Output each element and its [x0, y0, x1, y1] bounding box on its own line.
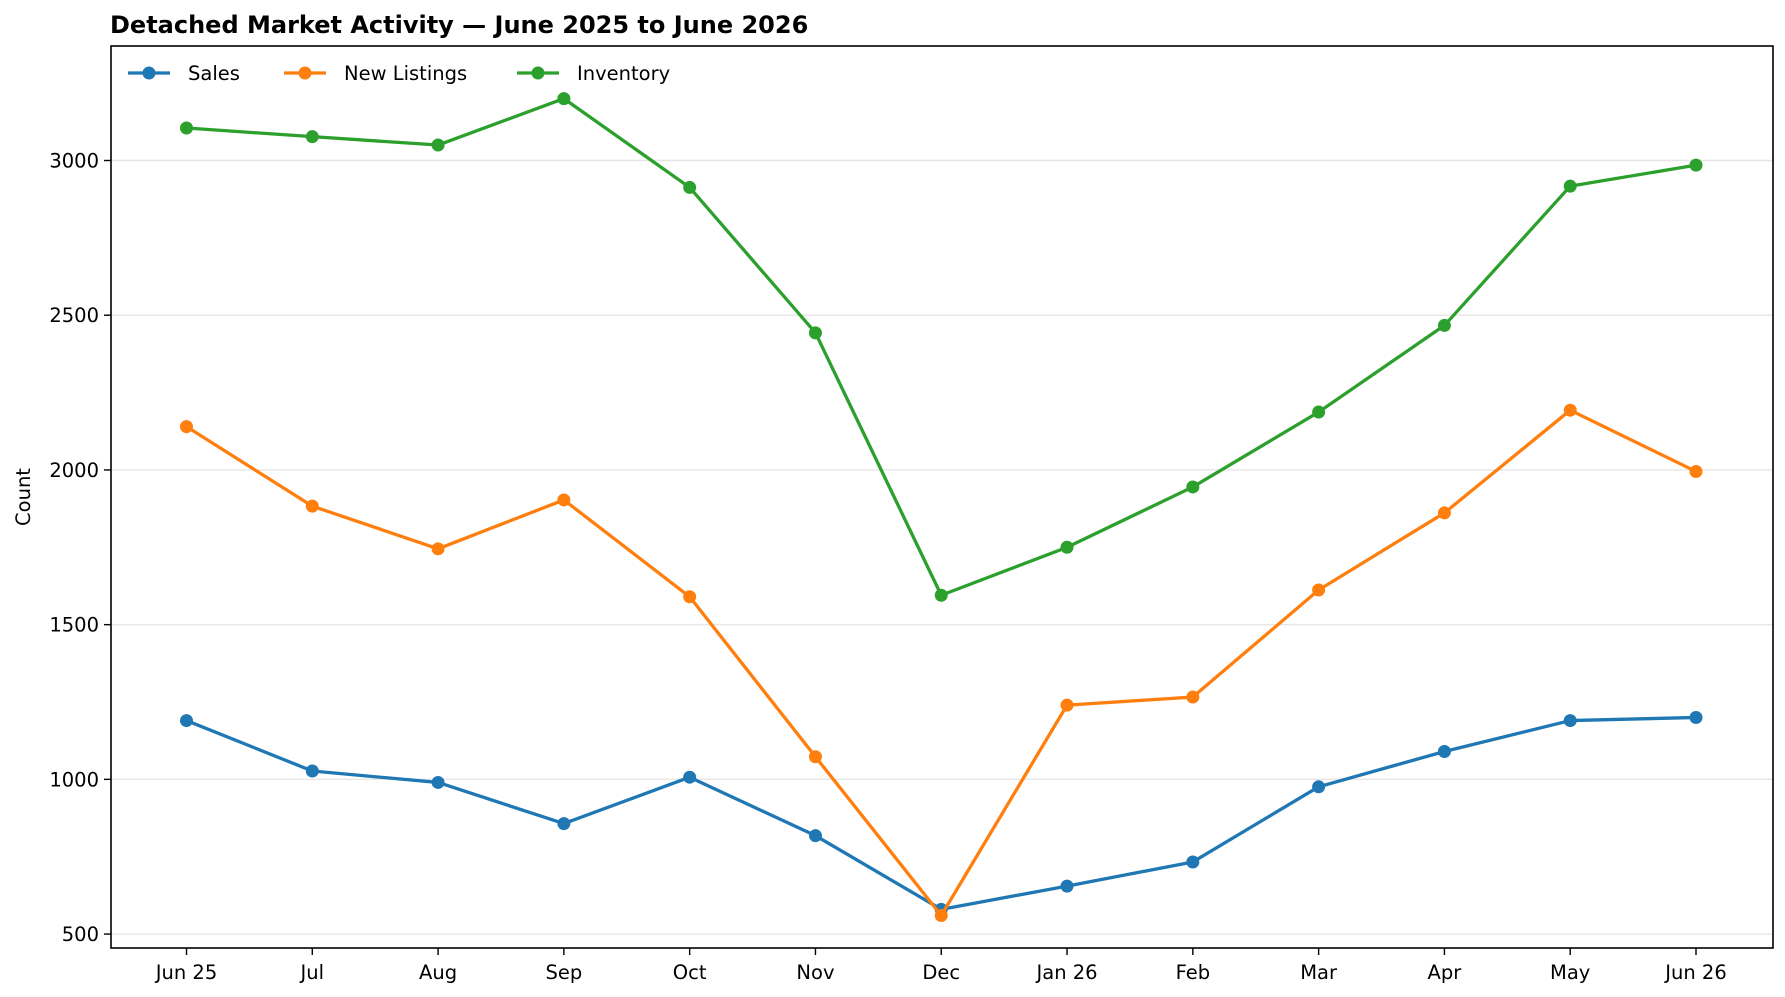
data-point	[1186, 855, 1200, 869]
data-point	[305, 764, 319, 778]
data-point	[180, 714, 193, 728]
y-tick-label: 2500	[49, 304, 99, 327]
data-point	[808, 829, 822, 843]
y-tick-label: 1500	[49, 614, 99, 637]
data-point	[1689, 158, 1703, 172]
data-point	[1563, 179, 1577, 193]
data-point	[1186, 480, 1200, 494]
x-tick-label: Nov	[796, 961, 834, 984]
x-tick-label: Feb	[1176, 961, 1211, 984]
data-point	[1563, 403, 1577, 417]
series-line	[184, 408, 1699, 918]
data-point	[1060, 879, 1074, 893]
data-point	[1186, 690, 1200, 704]
series-sales	[180, 710, 1703, 916]
data-point	[1312, 405, 1326, 419]
x-tick-label: Jun 25	[154, 961, 217, 984]
y-tick-label: 3000	[49, 149, 99, 172]
data-point	[1312, 583, 1326, 597]
x-tick-label: Aug	[419, 961, 457, 984]
x-tick-label: May	[1550, 961, 1590, 984]
data-point	[180, 121, 193, 135]
data-point	[1312, 780, 1326, 794]
data-point	[1563, 714, 1577, 728]
data-point	[934, 909, 948, 923]
data-point	[1060, 540, 1074, 554]
legend-swatch-marker	[298, 66, 312, 80]
legend-item: Inventory	[517, 62, 670, 85]
x-tick-label: Mar	[1300, 961, 1338, 984]
x-tick-label: Jun 26	[1663, 961, 1726, 984]
data-point	[1689, 710, 1703, 724]
legend: Sales New Listings Inventory	[128, 62, 670, 85]
data-point	[1689, 464, 1703, 478]
data-point	[431, 775, 445, 789]
legend-label: Inventory	[577, 62, 670, 85]
x-axis: Jun 25 Jul Aug Sep Oct Nov Dec Jan 26 Feb Mar Apr M…	[154, 948, 1727, 984]
x-tick-label: Sep	[545, 961, 582, 984]
data-point	[1437, 745, 1451, 759]
y-tick-label: 500	[62, 923, 99, 946]
data-point	[1060, 698, 1074, 712]
data-point	[808, 326, 822, 340]
plot-frame	[110, 45, 1774, 949]
data-point	[1437, 318, 1451, 332]
data-point	[808, 750, 822, 764]
data-point	[431, 138, 445, 152]
chart-title: Detached Market Activity — June 2025 to …	[110, 11, 808, 39]
data-point	[431, 542, 445, 556]
data-point	[683, 590, 697, 604]
series-inventory	[180, 92, 1703, 602]
series-line	[184, 715, 1698, 911]
data-point	[305, 499, 319, 513]
data-point	[683, 770, 697, 784]
data-point	[557, 493, 571, 507]
x-tick-label: Oct	[673, 961, 707, 984]
legend-label: New Listings	[344, 62, 467, 85]
series-new-listings	[180, 403, 1703, 923]
x-tick-label: Jul	[299, 961, 325, 984]
y-tick-label: 1000	[49, 768, 99, 791]
data-point	[1437, 506, 1451, 520]
data-point	[683, 180, 697, 194]
x-tick-label: Jan 26	[1035, 961, 1098, 984]
legend-item: New Listings	[284, 62, 467, 85]
legend-swatch-marker	[142, 66, 156, 80]
y-tick-label: 2000	[49, 459, 99, 482]
series-line	[184, 96, 1698, 597]
data-point	[934, 588, 948, 602]
legend-swatch-marker	[531, 66, 545, 80]
x-tick-label: Dec	[922, 961, 960, 984]
legend-label: Sales	[188, 62, 240, 85]
data-point	[557, 817, 571, 831]
data-point	[305, 130, 319, 144]
x-tick-label: Apr	[1428, 961, 1463, 984]
data-point	[557, 92, 571, 106]
series-layer	[180, 92, 1703, 923]
y-axis: 500 1000 1500 2000 2500 3000	[49, 149, 111, 946]
grid	[111, 159, 1773, 935]
legend-item: Sales	[128, 62, 240, 85]
y-axis-label: Count	[12, 468, 35, 526]
data-point	[180, 420, 193, 434]
